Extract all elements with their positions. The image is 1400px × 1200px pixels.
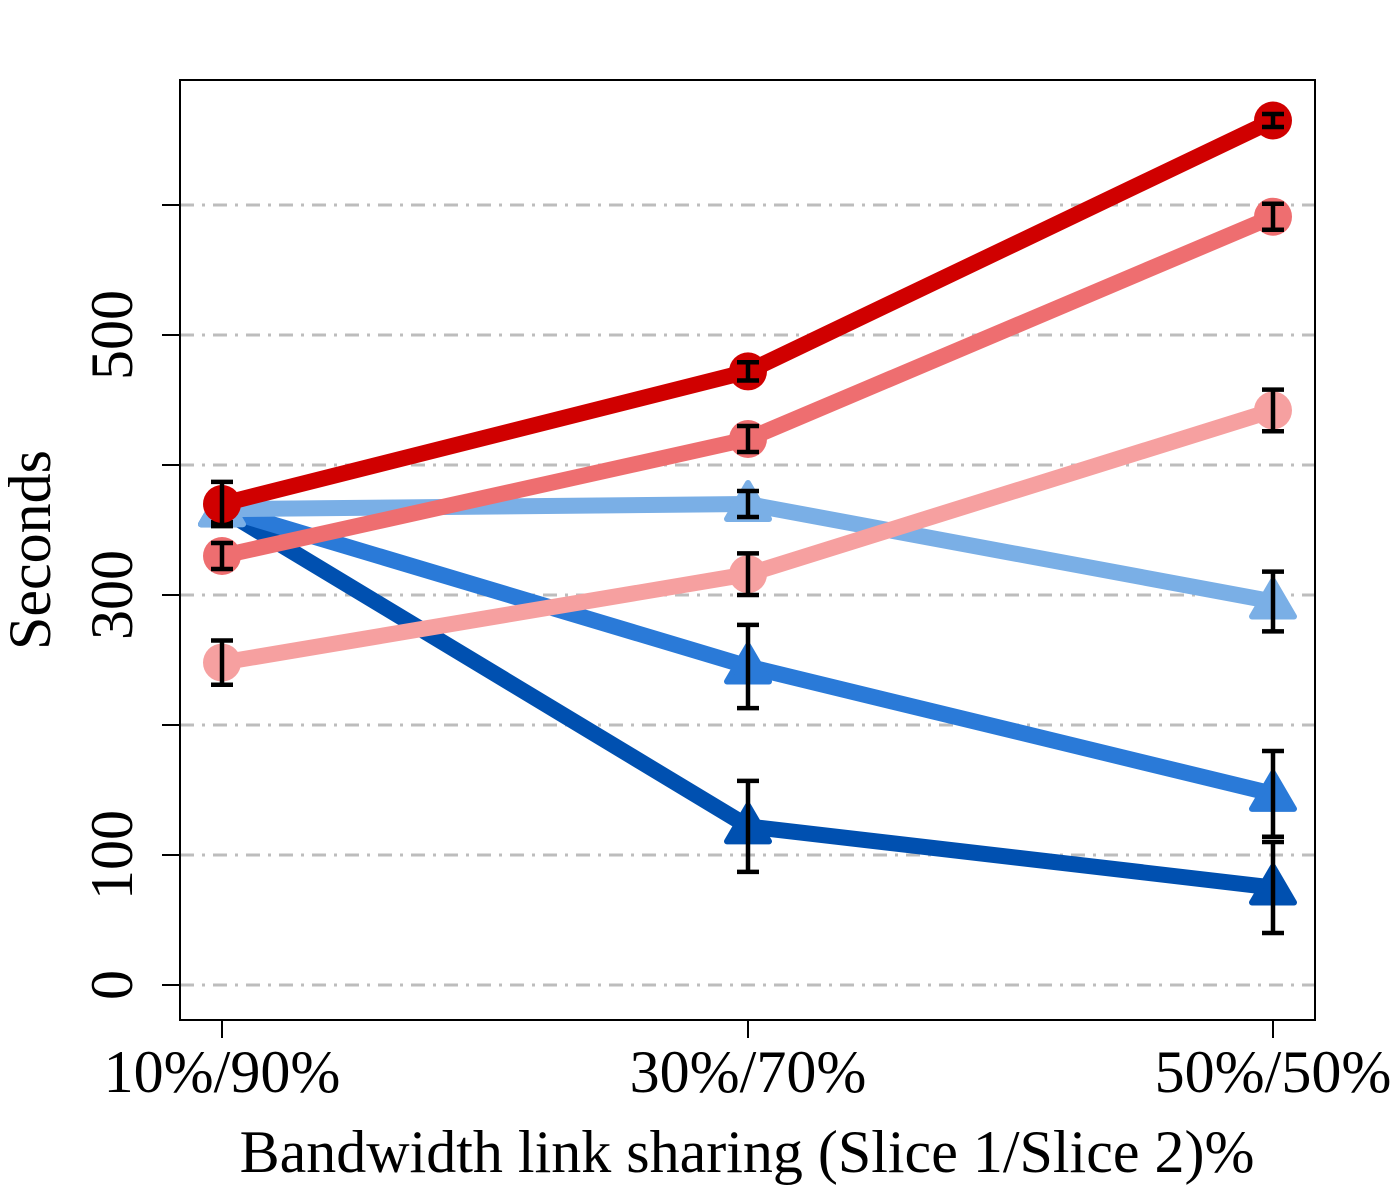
error-bar: [1262, 387, 1284, 434]
error-bar: [1262, 201, 1284, 232]
x-tick-label: 30%/70%: [630, 1039, 867, 1105]
series-1: [203, 101, 1292, 529]
error-bar: [737, 778, 759, 875]
x-tick-label: 10%/90%: [104, 1039, 341, 1105]
y-axis-title: Seconds: [0, 450, 63, 650]
y-tick-label: 0: [79, 970, 145, 1000]
series-2: [203, 197, 1292, 575]
error-bar: [211, 638, 233, 687]
series-group: [198, 101, 1297, 936]
y-tick-label: 100: [79, 810, 145, 900]
error-bar: [737, 360, 759, 383]
y-tick-label: 300: [79, 550, 145, 640]
error-bar: [1262, 839, 1284, 936]
error-bar: [737, 622, 759, 711]
error-bar: [211, 479, 233, 529]
series-3: [203, 387, 1292, 687]
error-bar: [737, 423, 759, 455]
error-bar: [737, 488, 759, 520]
error-bar: [737, 551, 759, 598]
axes: 0 100 300 500 10%/90% 30%/70% 50%/50%: [79, 204, 1392, 1105]
error-bar: [1262, 569, 1284, 634]
x-axis-title: Bandwidth link sharing (Slice 1/Slice 2)…: [240, 1119, 1255, 1185]
x-tick-label: 50%/50%: [1155, 1039, 1392, 1105]
y-tick-label: 500: [79, 290, 145, 380]
error-bar: [1262, 748, 1284, 840]
error-bar: [1262, 111, 1284, 130]
error-bar: [211, 540, 233, 572]
